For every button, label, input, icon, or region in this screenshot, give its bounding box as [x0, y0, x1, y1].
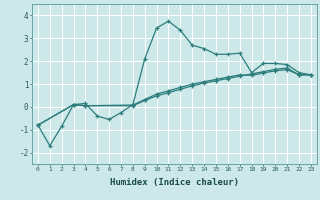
X-axis label: Humidex (Indice chaleur): Humidex (Indice chaleur) — [110, 178, 239, 187]
